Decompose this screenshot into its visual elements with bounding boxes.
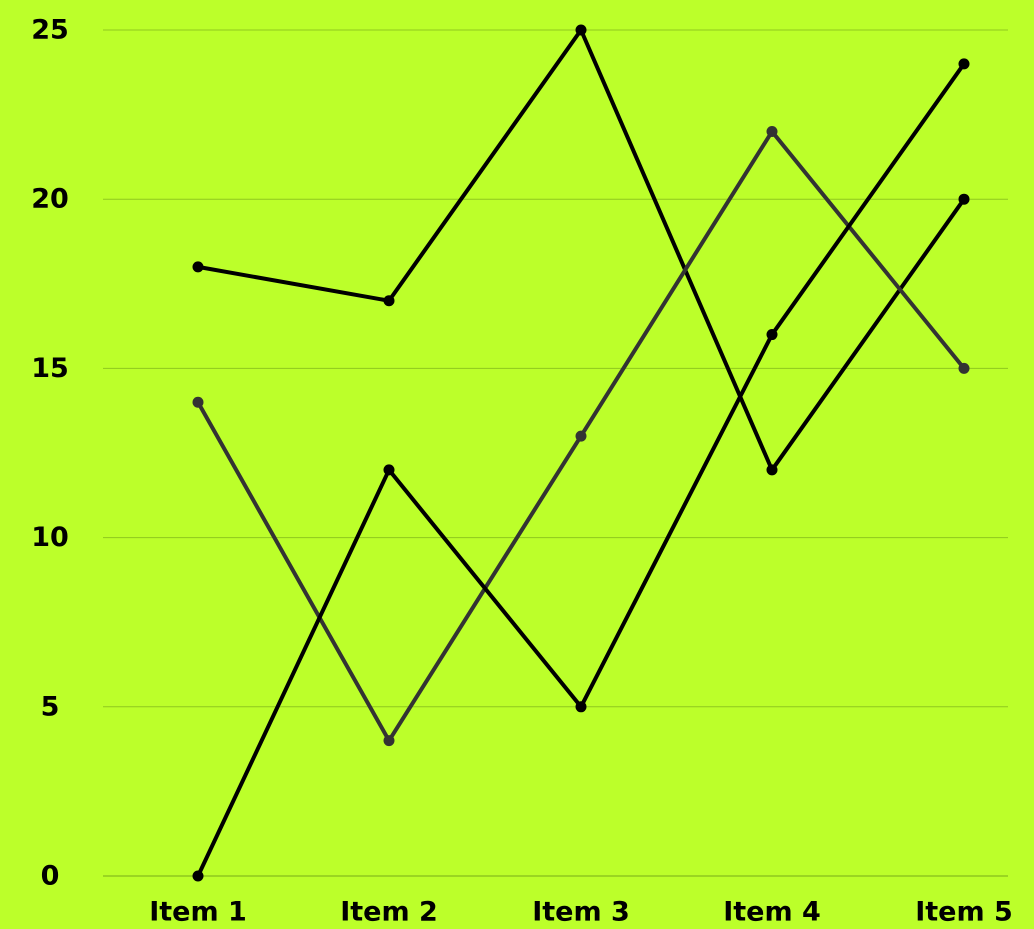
data-point bbox=[766, 126, 778, 138]
series-2 bbox=[192, 126, 970, 747]
series-3 bbox=[192, 58, 970, 882]
data-point bbox=[575, 701, 587, 713]
series-lines bbox=[192, 24, 970, 882]
y-tick-label: 15 bbox=[31, 353, 69, 384]
y-tick-label: 0 bbox=[41, 861, 60, 892]
data-point bbox=[383, 464, 395, 476]
data-point bbox=[575, 430, 587, 442]
y-axis-ticks: 0 5 10 15 20 25 bbox=[31, 15, 69, 892]
data-point bbox=[383, 295, 395, 307]
data-point bbox=[192, 396, 204, 408]
x-tick-label: Item 3 bbox=[532, 897, 630, 928]
y-tick-label: 25 bbox=[31, 15, 69, 46]
data-point bbox=[192, 870, 204, 882]
series-1 bbox=[192, 24, 970, 476]
data-point bbox=[575, 24, 587, 36]
data-point bbox=[766, 329, 778, 341]
x-tick-label: Item 2 bbox=[340, 897, 438, 928]
gridlines bbox=[103, 29, 1008, 877]
x-tick-label: Item 1 bbox=[149, 897, 247, 928]
data-point bbox=[192, 261, 204, 273]
x-axis-ticks: Item 1 Item 2 Item 3 Item 4 Item 5 bbox=[149, 897, 1013, 928]
data-point bbox=[958, 58, 970, 70]
x-tick-label: Item 4 bbox=[723, 897, 821, 928]
data-point bbox=[766, 464, 778, 476]
data-point bbox=[383, 735, 395, 747]
y-tick-label: 10 bbox=[31, 522, 69, 553]
y-tick-label: 5 bbox=[41, 691, 60, 722]
x-tick-label: Item 5 bbox=[915, 897, 1013, 928]
data-point bbox=[958, 362, 970, 374]
data-point bbox=[958, 193, 970, 205]
y-tick-label: 20 bbox=[31, 184, 69, 215]
